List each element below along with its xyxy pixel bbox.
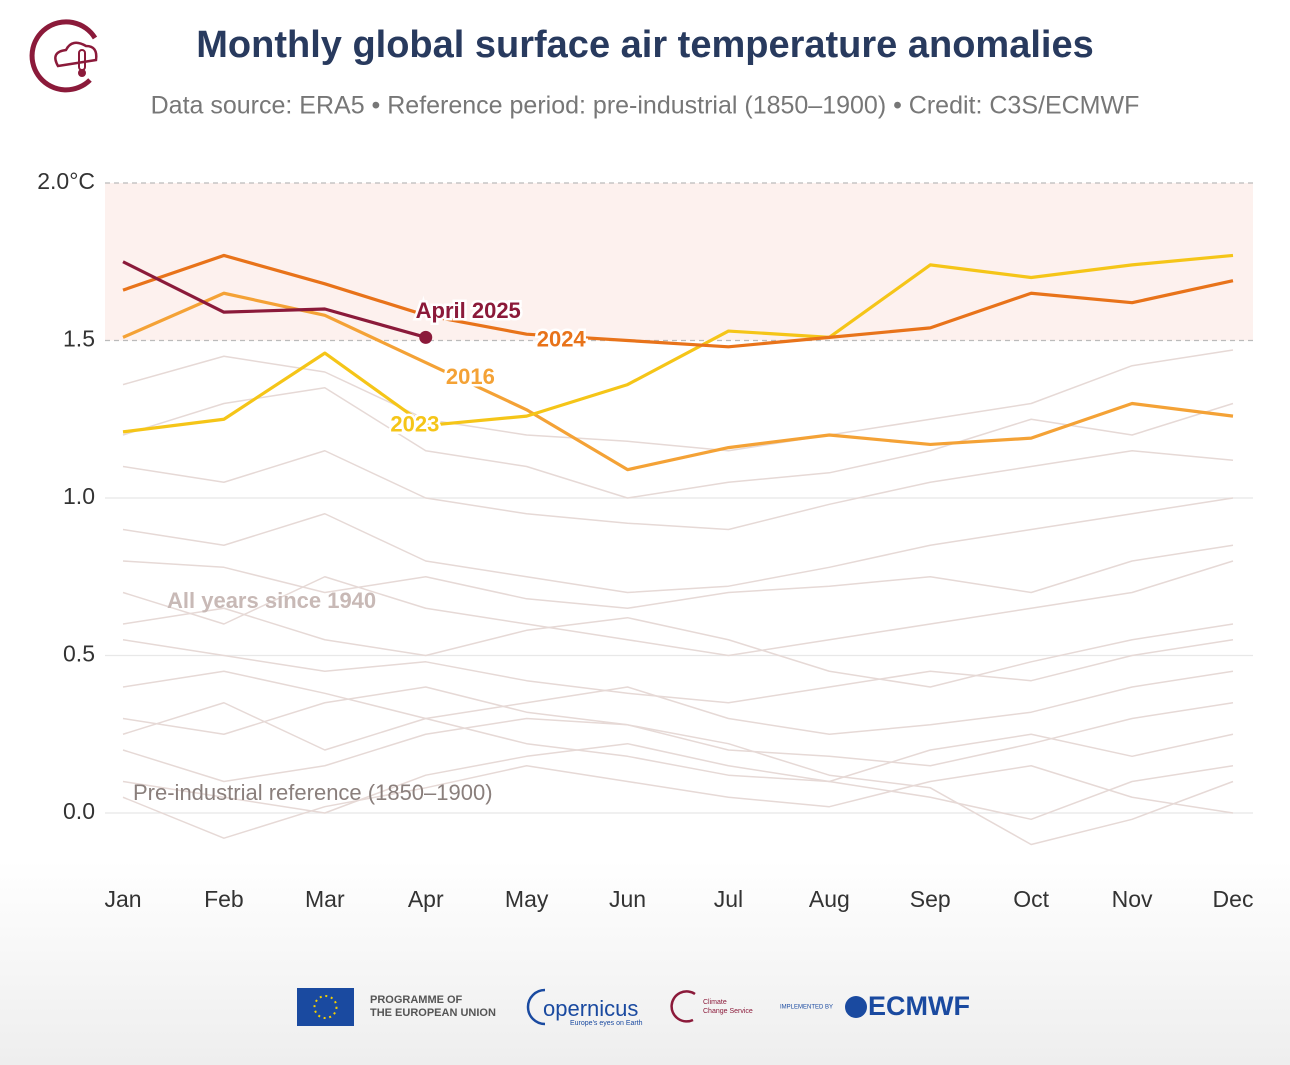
series-label: April 2025 (416, 298, 521, 323)
copernicus-c (526, 988, 546, 1026)
chart-subtitle: Data source: ERA5 • Reference period: pr… (151, 92, 1140, 120)
background-line (122, 639, 1234, 704)
eu-stars (313, 995, 338, 1019)
series-line (122, 260, 427, 339)
footer-text: THE EUROPEAN UNION (370, 1007, 496, 1019)
series-line (122, 253, 1234, 349)
background-line (122, 742, 1234, 821)
series-line (122, 253, 1234, 434)
background-line (122, 497, 1234, 594)
x-tick-label: Feb (204, 886, 244, 912)
y-tick-label: 2.0°C (37, 168, 95, 194)
background-line (122, 450, 1234, 531)
footer-text: ECMWF (868, 991, 970, 1021)
x-tick-label: Nov (1112, 886, 1153, 912)
x-tick-label: Jun (609, 886, 646, 912)
x-tick-label: Dec (1213, 886, 1254, 912)
x-tick-label: Mar (305, 886, 345, 912)
x-tick-label: Aug (809, 886, 850, 912)
eu-flag (297, 988, 354, 1026)
background-line (122, 349, 1234, 452)
x-tick-label: Oct (1013, 886, 1049, 912)
y-tick-label: 0.5 (63, 641, 95, 667)
x-tick-label: May (505, 886, 549, 912)
background-line (122, 717, 1234, 846)
annotation: All years since 1940 (167, 588, 376, 613)
background-line (122, 670, 1234, 735)
series-label: 2016 (446, 364, 495, 389)
background-line (122, 765, 1234, 839)
x-tick-label: Jan (104, 886, 141, 912)
background-line (122, 387, 1234, 499)
c3s-logo (670, 990, 696, 1023)
annotation: Pre-industrial reference (1850–1900) (133, 780, 493, 805)
series-label: 2023 (390, 411, 439, 436)
background-line (122, 544, 1234, 609)
footer-text: PROGRAMME OF (370, 994, 463, 1006)
series-line (122, 291, 1234, 472)
y-tick-label: 0.0 (63, 798, 95, 824)
ecmwf-logo (845, 996, 867, 1018)
logo (29, 19, 98, 93)
footer-text: Europe's eyes on Earth (570, 1020, 643, 1027)
y-tick-label: 1.5 (63, 326, 95, 352)
footer-text: opernicus (543, 996, 638, 1021)
background-line (122, 560, 1234, 657)
footer: PROGRAMME OF THE EUROPEAN UNION opernicu… (297, 988, 970, 1027)
x-tick-label: Jul (714, 886, 743, 912)
series-label: 2024 (537, 326, 587, 351)
footer-text: IMPLEMENTED BY (780, 1005, 833, 1011)
x-tick-label: Sep (910, 886, 951, 912)
end-marker (419, 330, 433, 344)
footer-text: Climate (703, 999, 727, 1006)
background-line (122, 702, 1234, 783)
background-line (122, 686, 1234, 767)
chart-title: Monthly global surface air temperature a… (196, 24, 1093, 66)
x-tick-label: Apr (408, 886, 444, 912)
y-tick-label: 1.0 (63, 483, 95, 509)
footer-text: Change Service (703, 1008, 753, 1015)
plot (105, 182, 1253, 846)
threshold-band (105, 183, 1253, 341)
footer-bg (0, 860, 1290, 1065)
background-line (122, 607, 1234, 688)
